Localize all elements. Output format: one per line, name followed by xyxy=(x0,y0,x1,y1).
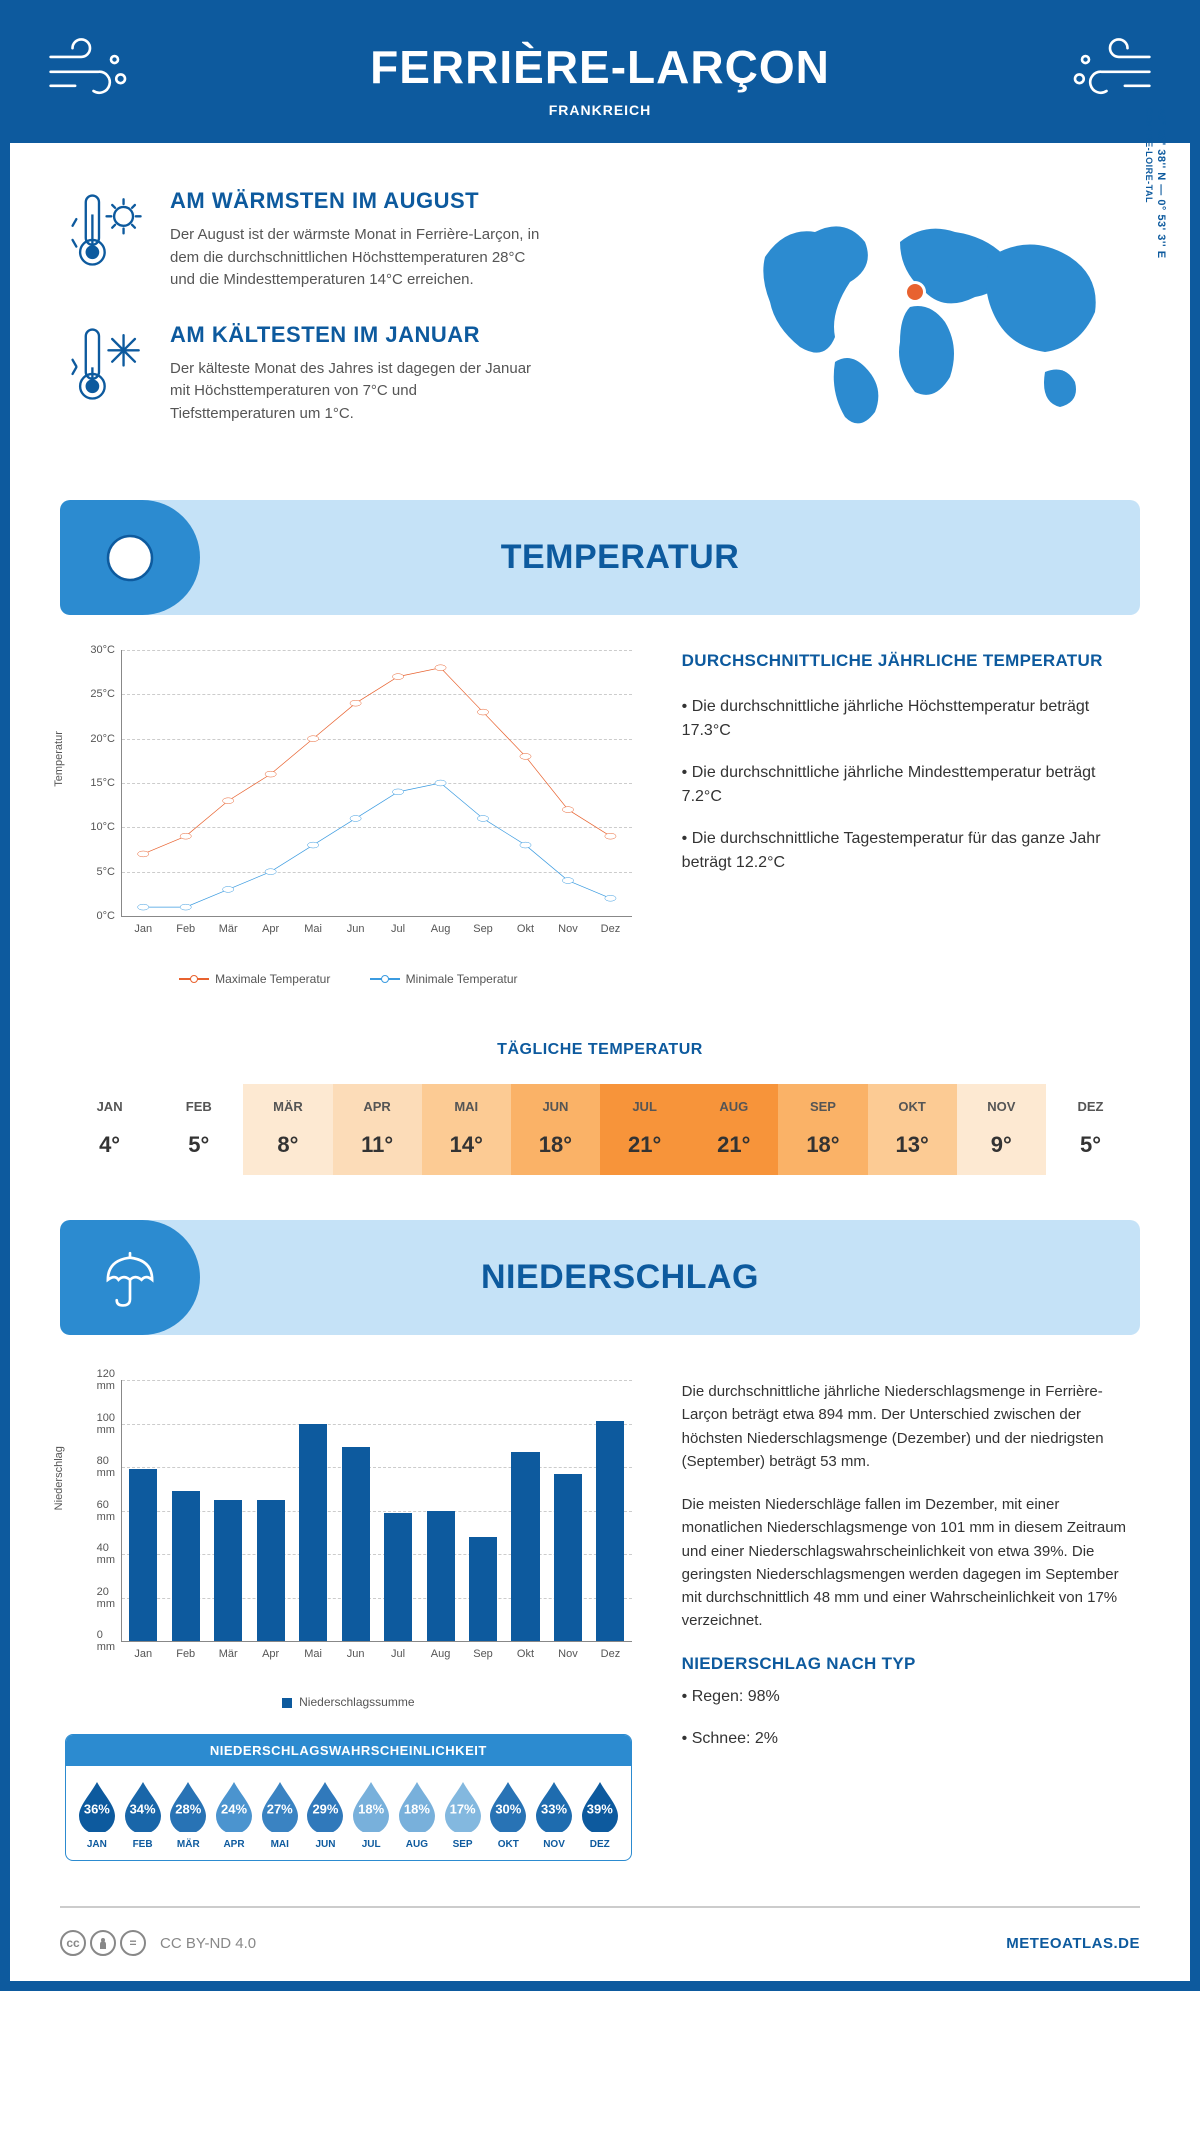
rain-prob-drop: 33%NOV xyxy=(531,1780,577,1850)
page-title: FERRIÈRE-LARÇON xyxy=(60,40,1140,94)
coldest-block: AM KÄLTESTEN IM JANUAR Der kälteste Mona… xyxy=(65,322,675,426)
daily-temp-cell: FEB5° xyxy=(154,1084,243,1175)
temp-sidebar: DURCHSCHNITTLICHE JÄHRLICHE TEMPERATUR •… xyxy=(682,650,1135,986)
rain-bar xyxy=(511,1452,539,1641)
rain-prob-drop: 30%OKT xyxy=(485,1780,531,1850)
daily-temp-cell: MÄR8° xyxy=(243,1084,332,1175)
rain-type-bullet: • Regen: 98% xyxy=(682,1685,1135,1709)
temp-sidebar-heading: DURCHSCHNITTLICHE JÄHRLICHE TEMPERATUR xyxy=(682,650,1135,673)
temp-bullet: • Die durchschnittliche jährliche Mindes… xyxy=(682,761,1135,809)
rain-bar xyxy=(299,1424,327,1642)
rain-para: Die durchschnittliche jährliche Niedersc… xyxy=(682,1380,1135,1473)
rain-bar xyxy=(342,1447,370,1641)
precipitation-bar-chart: Niederschlag 0 mm20 mm40 mm60 mm80 mm100… xyxy=(65,1380,632,1680)
rain-prob-drop: 17%SEP xyxy=(440,1780,486,1850)
header: FERRIÈRE-LARÇON FRANKREICH xyxy=(10,10,1190,143)
rain-prob-drop: 39%DEZ xyxy=(577,1780,623,1850)
temperature-block: Temperatur 0°C5°C10°C15°C20°C25°C30°CJan… xyxy=(10,650,1190,1016)
daily-temp-cell: JUN18° xyxy=(511,1084,600,1175)
precipitation-block: Niederschlag 0 mm20 mm40 mm60 mm80 mm100… xyxy=(10,1370,1190,1891)
map-block: 46° 59' 38'' N — 0° 53' 3'' ECENTRE-LOIR… xyxy=(715,188,1135,455)
thermometer-hot-icon xyxy=(65,188,150,273)
temp-chart-ylabel: Temperatur xyxy=(53,731,65,787)
rain-prob-drop: 18%JUL xyxy=(348,1780,394,1850)
rain-bar xyxy=(129,1469,157,1641)
intro-section: AM WÄRMSTEN IM AUGUST Der August ist der… xyxy=(10,143,1190,490)
rain-sidebar: Die durchschnittliche jährliche Niedersc… xyxy=(682,1380,1135,1861)
coldest-heading: AM KÄLTESTEN IM JANUAR xyxy=(170,322,540,348)
rain-bar xyxy=(214,1500,242,1641)
license-text: CC BY-ND 4.0 xyxy=(160,1935,256,1952)
license-block: cc = CC BY-ND 4.0 xyxy=(60,1930,256,1956)
temperature-line-chart: Temperatur 0°C5°C10°C15°C20°C25°C30°CJan… xyxy=(65,650,632,955)
rain-prob-drop: 29%JUN xyxy=(303,1780,349,1850)
rain-para: Die meisten Niederschläge fallen im Deze… xyxy=(682,1493,1135,1633)
daily-temp-cell: JUL21° xyxy=(600,1084,689,1175)
daily-temp-cell: MAI14° xyxy=(422,1084,511,1175)
daily-temp-cell: JAN4° xyxy=(65,1084,154,1175)
rain-bar xyxy=(172,1491,200,1641)
rain-prob-drop: 28%MÄR xyxy=(165,1780,211,1850)
temperature-title: TEMPERATUR xyxy=(200,538,1140,577)
page-root: FERRIÈRE-LARÇON FRANKREICH AM WÄRMSTEN I… xyxy=(0,0,1200,1991)
rain-bar xyxy=(384,1513,412,1641)
rain-probability-box: NIEDERSCHLAGSWAHRSCHEINLICHKEIT 36%JAN34… xyxy=(65,1734,632,1861)
page-subtitle: FRANKREICH xyxy=(60,102,1140,118)
rain-type-bullet: • Schnee: 2% xyxy=(682,1727,1135,1751)
temp-bullet: • Die durchschnittliche Tagestemperatur … xyxy=(682,827,1135,875)
precipitation-title: NIEDERSCHLAG xyxy=(200,1258,1140,1297)
daily-temp-table: JAN4°FEB5°MÄR8°APR11°MAI14°JUN18°JUL21°A… xyxy=(65,1084,1135,1175)
nd-icon: = xyxy=(120,1930,146,1956)
rain-prob-title: NIEDERSCHLAGSWAHRSCHEINLICHKEIT xyxy=(66,1735,631,1766)
wind-icon xyxy=(1065,35,1155,105)
temperature-section-bar: TEMPERATUR xyxy=(60,500,1140,615)
thermometer-cold-icon xyxy=(65,322,150,407)
rain-bar xyxy=(596,1421,624,1641)
wind-icon xyxy=(45,35,135,105)
daily-temp-title: TÄGLICHE TEMPERATUR xyxy=(10,1041,1190,1059)
rain-type-heading: NIEDERSCHLAG NACH TYP xyxy=(682,1653,1135,1676)
daily-temp-cell: APR11° xyxy=(333,1084,422,1175)
rain-chart-legend: Niederschlagssumme xyxy=(65,1695,632,1709)
daily-temp-cell: DEZ5° xyxy=(1046,1084,1135,1175)
site-name: METEOATLAS.DE xyxy=(1006,1935,1140,1952)
rain-chart-ylabel: Niederschlag xyxy=(53,1446,65,1510)
world-map-icon xyxy=(735,207,1115,437)
footer: cc = CC BY-ND 4.0 METEOATLAS.DE xyxy=(60,1906,1140,1981)
warmest-block: AM WÄRMSTEN IM AUGUST Der August ist der… xyxy=(65,188,675,292)
rain-prob-drop: 18%AUG xyxy=(394,1780,440,1850)
temp-bullet: • Die durchschnittliche jährliche Höchst… xyxy=(682,695,1135,743)
rain-prob-drop: 24%APR xyxy=(211,1780,257,1850)
sun-icon xyxy=(60,500,200,615)
rain-prob-drop: 34%FEB xyxy=(120,1780,166,1850)
coordinates-label: 46° 59' 38'' N — 0° 53' 3'' ECENTRE-LOIR… xyxy=(1143,107,1167,258)
cc-icon: cc xyxy=(60,1930,86,1956)
precipitation-section-bar: NIEDERSCHLAG xyxy=(60,1220,1140,1335)
umbrella-icon xyxy=(60,1220,200,1335)
temp-chart-legend: Maximale Temperatur Minimale Temperatur xyxy=(65,969,632,986)
rain-prob-drop: 27%MAI xyxy=(257,1780,303,1850)
rain-bar xyxy=(427,1511,455,1642)
coldest-text: Der kälteste Monat des Jahres ist dagege… xyxy=(170,358,540,426)
rain-bar xyxy=(469,1537,497,1641)
warmest-text: Der August ist der wärmste Monat in Ferr… xyxy=(170,224,540,292)
daily-temp-cell: NOV9° xyxy=(957,1084,1046,1175)
rain-prob-drop: 36%JAN xyxy=(74,1780,120,1850)
daily-temp-cell: SEP18° xyxy=(778,1084,867,1175)
rain-bar xyxy=(257,1500,285,1641)
by-icon xyxy=(90,1930,116,1956)
rain-bar xyxy=(554,1474,582,1641)
daily-temp-cell: AUG21° xyxy=(689,1084,778,1175)
warmest-heading: AM WÄRMSTEN IM AUGUST xyxy=(170,188,540,214)
daily-temp-cell: OKT13° xyxy=(868,1084,957,1175)
